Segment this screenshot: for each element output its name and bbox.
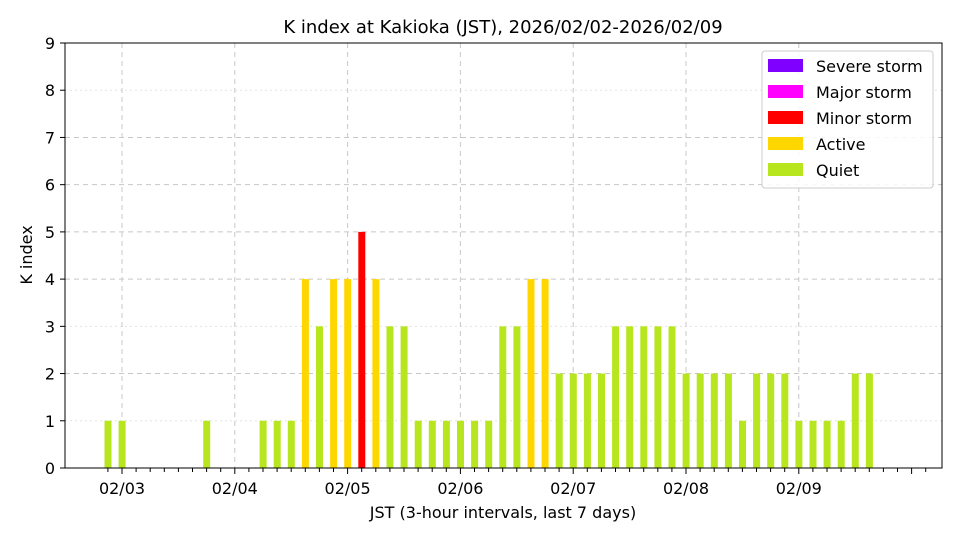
legend-swatch	[768, 59, 803, 72]
bar	[823, 420, 831, 468]
chart-title: K index at Kakioka (JST), 2026/02/02-202…	[283, 17, 722, 38]
bar	[837, 420, 845, 468]
bar	[767, 373, 775, 468]
y-axis: 0 1 2 3 4 5 6 7 8 9	[45, 34, 65, 478]
x-tick-label: 02/05	[325, 479, 371, 498]
bar	[414, 420, 422, 468]
bar	[442, 420, 450, 468]
bar	[598, 373, 605, 468]
bar	[555, 373, 563, 468]
bar	[485, 420, 493, 468]
bar	[865, 373, 873, 468]
legend-swatch	[768, 111, 803, 124]
bar	[739, 420, 746, 468]
legend-label: Quiet	[816, 161, 859, 180]
y-tick-label: 1	[45, 412, 55, 431]
x-axis: 02/03 02/04 02/05 02/06 02/07 02/08 02/09	[99, 468, 927, 498]
bar	[330, 279, 338, 468]
bar	[851, 373, 859, 468]
bar	[513, 326, 521, 468]
x-tick-label: 02/03	[99, 479, 145, 498]
bar	[118, 420, 126, 468]
bar	[499, 326, 507, 468]
legend: Severe storm Major storm Minor storm Active…	[761, 50, 934, 189]
y-tick-label: 5	[45, 223, 55, 242]
bar	[809, 420, 817, 468]
bar	[612, 326, 620, 468]
bar	[273, 420, 281, 468]
x-tick-label: 02/09	[776, 479, 822, 498]
bar	[626, 326, 634, 468]
y-tick-label: 9	[45, 34, 55, 53]
bar	[471, 420, 479, 468]
x-axis-label: JST (3-hour intervals, last 7 days)	[369, 503, 636, 522]
bar	[640, 326, 648, 468]
bar	[301, 279, 309, 468]
bar	[358, 231, 366, 468]
bar	[372, 279, 380, 468]
bar	[316, 326, 323, 468]
bar	[457, 420, 464, 468]
bar	[259, 420, 267, 468]
bar	[724, 373, 732, 468]
bar	[710, 373, 718, 468]
legend-swatch	[768, 137, 803, 150]
x-tick-label: 02/04	[212, 479, 258, 498]
bar	[668, 326, 676, 468]
bar	[753, 373, 761, 468]
bars	[104, 231, 873, 468]
bar	[541, 279, 549, 468]
y-tick-label: 4	[45, 270, 55, 289]
bar	[386, 326, 394, 468]
bar	[428, 420, 436, 468]
legend-swatch	[768, 163, 803, 176]
bar	[400, 326, 408, 468]
bar	[344, 279, 352, 468]
y-tick-label: 8	[45, 81, 55, 100]
y-axis-label: K index	[17, 225, 36, 284]
legend-label: Major storm	[816, 83, 912, 102]
plot-frame	[64, 42, 943, 469]
y-tick-label: 7	[45, 128, 55, 147]
bar	[527, 279, 535, 468]
legend-swatch	[768, 85, 803, 98]
y-tick-label: 3	[45, 317, 55, 336]
legend-label: Active	[816, 135, 866, 154]
bar	[682, 373, 690, 468]
bar	[696, 373, 704, 468]
bar	[287, 420, 295, 468]
y-tick-label: 6	[45, 176, 55, 195]
bar	[654, 326, 662, 468]
bar	[583, 373, 591, 468]
x-tick-label: 02/07	[550, 479, 596, 498]
x-tick-label: 02/06	[437, 479, 483, 498]
x-tick-label: 02/08	[663, 479, 709, 498]
legend-label: Severe storm	[816, 57, 923, 76]
bar	[203, 420, 211, 468]
legend-label: Minor storm	[816, 109, 912, 128]
bar	[781, 373, 789, 468]
legend-box	[761, 50, 934, 189]
y-tick-label: 0	[45, 459, 55, 478]
bar	[569, 373, 577, 468]
bar	[795, 420, 803, 468]
y-tick-label: 2	[45, 365, 55, 384]
bar	[104, 420, 112, 468]
